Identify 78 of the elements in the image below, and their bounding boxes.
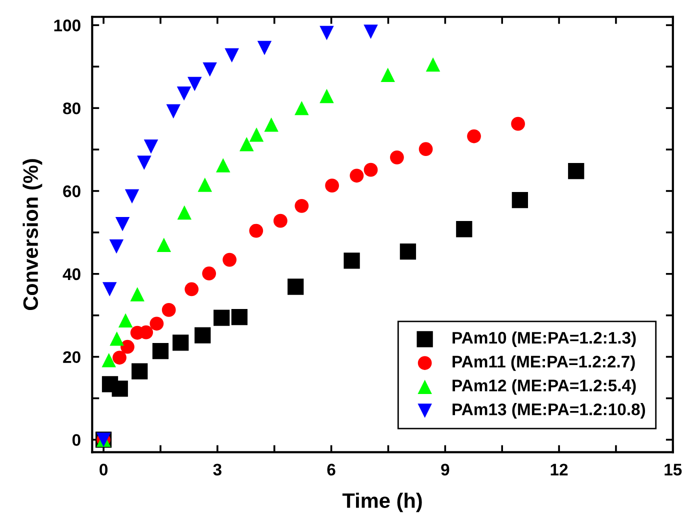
point: [110, 331, 124, 346]
point: [202, 266, 216, 280]
legend-label: PAm12 (ME:PA=1.2:5.4): [452, 379, 636, 395]
legend-label: PAm10 (ME:PA=1.2:1.3): [452, 331, 636, 347]
point: [132, 363, 148, 380]
point: [364, 24, 378, 39]
point: [184, 282, 199, 296]
point: [400, 243, 416, 260]
point: [288, 278, 304, 295]
point: [264, 118, 278, 132]
point: [150, 316, 164, 331]
point: [456, 221, 472, 238]
point: [188, 76, 202, 92]
point: [216, 158, 230, 172]
x-tick-label: 9: [441, 464, 450, 476]
point: [120, 340, 134, 354]
point: [364, 162, 378, 177]
point: [467, 129, 481, 144]
point: [102, 282, 117, 296]
y-tick-label: 100: [54, 20, 80, 32]
legend-label: PAm13 (ME:PA=1.2:10.8): [452, 403, 646, 419]
point: [124, 189, 140, 204]
point: [325, 178, 339, 193]
point: [130, 287, 144, 302]
point: [249, 127, 264, 142]
x-tick-label: 12: [550, 464, 568, 476]
point: [350, 168, 364, 183]
x-tick-label: 15: [664, 464, 682, 476]
point: [426, 57, 440, 72]
y-tick-label: 0: [72, 434, 80, 446]
y-tick-label: 80: [63, 102, 80, 114]
x-tick-label: 3: [213, 464, 222, 476]
point: [144, 140, 158, 154]
point: [176, 86, 192, 101]
point: [568, 163, 584, 180]
point: [512, 192, 528, 208]
point: [112, 350, 126, 365]
legend-label: PAm11 (ME:PA=1.2:2.7): [452, 355, 635, 371]
point: [137, 156, 152, 170]
point: [198, 178, 212, 192]
point: [152, 342, 169, 360]
point: [177, 205, 192, 220]
point: [320, 26, 334, 40]
point: [224, 48, 239, 63]
point: [202, 62, 217, 77]
point: [273, 214, 288, 228]
point: [115, 217, 130, 232]
point: [162, 303, 176, 317]
point: [139, 325, 154, 340]
point: [102, 353, 116, 368]
y-tick-label: 40: [62, 268, 80, 280]
point: [156, 238, 172, 252]
point: [166, 104, 181, 119]
point: [172, 334, 189, 351]
point: [380, 68, 395, 82]
point: [249, 224, 264, 238]
point: [112, 380, 128, 397]
point: [231, 308, 248, 326]
point: [240, 137, 254, 152]
point: [109, 239, 124, 254]
point: [257, 40, 272, 56]
point: [222, 252, 237, 267]
point: [511, 116, 525, 131]
y-axis-title: Conversion (%): [22, 159, 42, 310]
point: [118, 313, 133, 328]
point: [418, 142, 433, 156]
x-tick-label: 6: [327, 464, 336, 476]
point: [194, 327, 211, 344]
x-tick-label: 0: [100, 464, 108, 476]
y-tick-label: 60: [63, 185, 80, 198]
point: [214, 310, 230, 326]
x-axis-title: Time (h): [342, 492, 422, 512]
y-tick-label: 20: [63, 351, 80, 364]
point: [294, 198, 309, 213]
point: [320, 88, 334, 104]
point: [294, 100, 309, 116]
point: [344, 252, 360, 269]
point: [390, 150, 404, 164]
